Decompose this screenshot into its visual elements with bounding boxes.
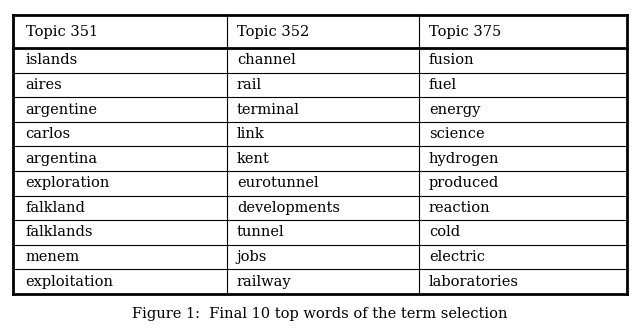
Text: railway: railway <box>237 275 291 289</box>
Text: electric: electric <box>429 250 485 264</box>
Text: exploitation: exploitation <box>26 275 114 289</box>
Text: carlos: carlos <box>26 127 71 141</box>
Text: reaction: reaction <box>429 201 490 215</box>
Text: channel: channel <box>237 53 296 67</box>
Text: Topic 351: Topic 351 <box>26 25 98 39</box>
Text: kent: kent <box>237 152 269 166</box>
Text: terminal: terminal <box>237 103 300 117</box>
Text: cold: cold <box>429 225 460 239</box>
Text: fusion: fusion <box>429 53 474 67</box>
Text: argentina: argentina <box>26 152 98 166</box>
Text: energy: energy <box>429 103 480 117</box>
Text: Figure 1:  Final 10 top words of the term selection: Figure 1: Final 10 top words of the term… <box>132 307 508 321</box>
Text: argentine: argentine <box>26 103 97 117</box>
Text: jobs: jobs <box>237 250 267 264</box>
Text: developments: developments <box>237 201 340 215</box>
Text: menem: menem <box>26 250 80 264</box>
Text: exploration: exploration <box>26 176 110 190</box>
Text: falklands: falklands <box>26 225 93 239</box>
Text: Topic 352: Topic 352 <box>237 25 309 39</box>
Text: falkland: falkland <box>26 201 86 215</box>
Text: eurotunnel: eurotunnel <box>237 176 319 190</box>
Text: aires: aires <box>26 78 62 92</box>
Text: produced: produced <box>429 176 499 190</box>
Text: tunnel: tunnel <box>237 225 284 239</box>
Text: hydrogen: hydrogen <box>429 152 499 166</box>
Text: laboratories: laboratories <box>429 275 519 289</box>
Text: science: science <box>429 127 484 141</box>
Text: rail: rail <box>237 78 262 92</box>
Text: islands: islands <box>26 53 78 67</box>
Text: link: link <box>237 127 264 141</box>
Text: fuel: fuel <box>429 78 457 92</box>
Text: Topic 375: Topic 375 <box>429 25 501 39</box>
